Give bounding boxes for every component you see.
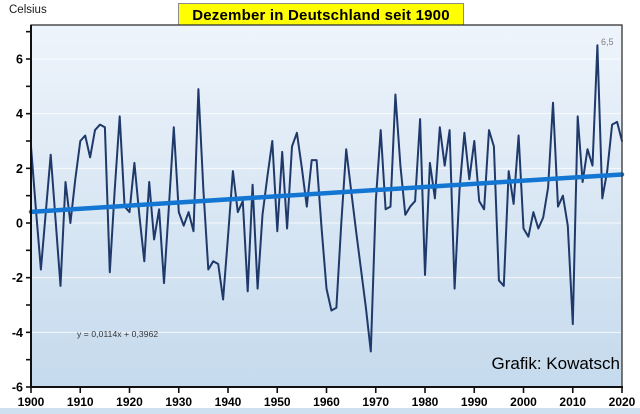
svg-text:1950: 1950 [264, 395, 291, 409]
gridlines [32, 58, 621, 333]
svg-text:2020: 2020 [609, 395, 636, 409]
svg-text:1910: 1910 [67, 395, 94, 409]
y-axis-ticks [26, 30, 31, 388]
svg-text:1920: 1920 [116, 395, 143, 409]
max-value-annotation: 6,5 [601, 37, 614, 47]
bottom-strip [0, 408, 640, 414]
x-axis-ticks [30, 387, 623, 393]
svg-text:1990: 1990 [461, 395, 488, 409]
svg-text:-2: -2 [12, 271, 23, 285]
trend-line [28, 172, 625, 215]
svg-text:1970: 1970 [362, 395, 389, 409]
svg-text:1960: 1960 [313, 395, 340, 409]
trend-equation-label: y = 0,0114x + 0,3962 [77, 329, 159, 339]
svg-text:1930: 1930 [165, 395, 192, 409]
svg-text:2010: 2010 [559, 395, 586, 409]
svg-text:0: 0 [16, 217, 23, 231]
y-axis-tick-labels: 6 4 2 0 -2 -4 -6 [12, 53, 23, 395]
svg-text:1940: 1940 [215, 395, 242, 409]
y-axis-title: Celsius [9, 4, 47, 16]
temperature-series-line [30, 44, 623, 353]
svg-text:6: 6 [16, 53, 23, 67]
svg-text:2: 2 [16, 162, 23, 176]
svg-text:2000: 2000 [510, 395, 537, 409]
credit-label: Grafik: Kowatsch [491, 354, 621, 373]
svg-text:1980: 1980 [412, 395, 439, 409]
x-axis-tick-labels: 1900 1910 1920 1930 1940 1950 1960 1970 1980 1990… [18, 395, 636, 409]
svg-text:-6: -6 [12, 381, 23, 395]
svg-text:1900: 1900 [18, 395, 45, 409]
svg-text:4: 4 [16, 107, 23, 121]
svg-text:-4: -4 [12, 326, 23, 340]
